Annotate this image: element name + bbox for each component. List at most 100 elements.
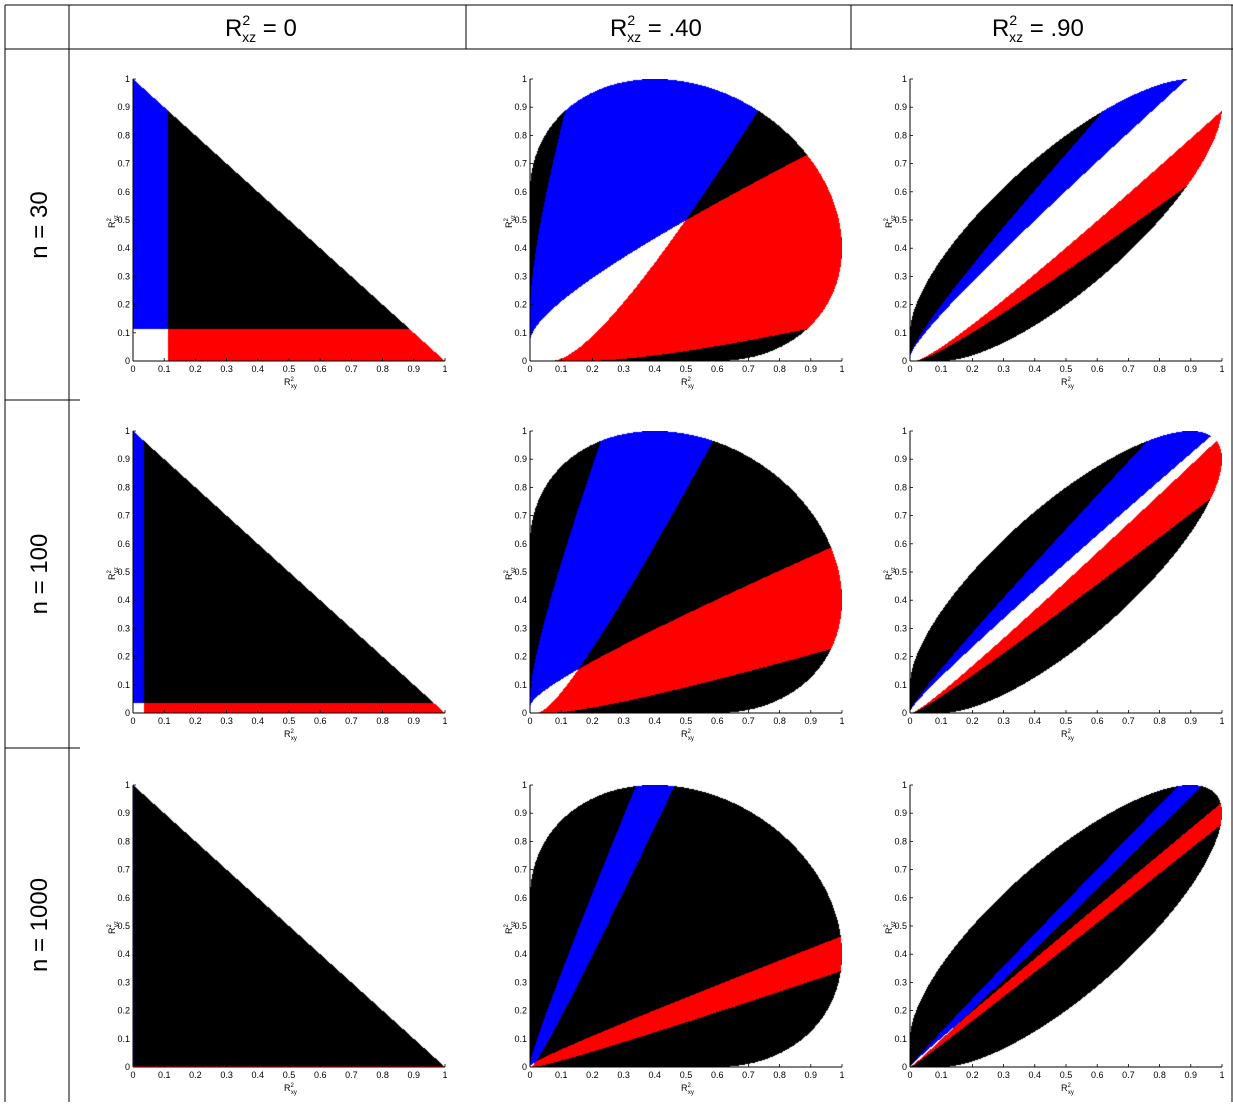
panel-3: 00 0.1 0.1 0.2 0.2 0.3 0.3 0.4 0.4 0.5 0.5 0.6 0.6 0.… [107,426,448,742]
panel-3-xtick-label-1: 0.1 [158,716,171,726]
panel-5-xtick-label-9: 0.9 [1185,716,1198,726]
panel-2-xtick-label-6: 0.6 [1091,364,1104,374]
panel-4-ytick-label-0: 0 [522,708,527,718]
panel-2-xtick-label-2: 0.2 [966,364,979,374]
panel-3-xtick-label-0: 0 [130,716,135,726]
panel-4-region-map [530,431,842,713]
panel-0-ytick-label-4: 0.4 [117,243,130,253]
panel-0-xtick-label-6: 0.6 [314,364,327,374]
row-header-2: n = 1000 [26,878,53,972]
panel-4-ytick-label-3: 0.3 [514,623,527,633]
panel-0-ytick-label-1: 0.1 [117,328,130,338]
panel-0-xtick-label-8: 0.8 [376,364,389,374]
panel-1-xtick-label-6: 0.6 [711,364,724,374]
panel-7-ytick-label-3: 0.3 [514,977,527,987]
panel-7-xtick-label-3: 0.3 [617,1070,630,1080]
panel-8-ylabel: R2yz [884,921,897,934]
panel-6-xtick-label-7: 0.7 [345,1070,358,1080]
panel-3-region-map [133,431,445,713]
panel-2-region-map [910,79,1222,361]
panel-2-xtick-label-1: 0.1 [935,364,948,374]
panel-3-ylabel: R2yz [107,567,120,580]
panel-8-xtick-label-9: 0.9 [1185,1070,1198,1080]
panel-2-ylabel: R2yz [884,215,897,228]
panel-0-ytick-label-10: 1 [125,74,130,84]
panel-3-xtick-label-2: 0.2 [189,716,202,726]
panel-4-ytick-label-9: 0.9 [514,454,527,464]
panel-6-xtick-label-8: 0.8 [376,1070,389,1080]
panel-8-xtick-label-7: 0.7 [1122,1070,1135,1080]
panel-1-ytick-label-9: 0.9 [514,102,527,112]
panel-3-ytick-label-6: 0.6 [117,539,130,549]
panel-0-xtick-label-5: 0.5 [283,364,296,374]
panel-6-xtick-label-1: 0.1 [158,1070,171,1080]
col-header-2: R2 xz = .90 [992,12,1084,45]
panel-1-xtick-label-0: 0 [527,364,532,374]
panel-3-xtick-label-10: 1 [442,716,447,726]
panel-2-ytick-label-1: 0.1 [894,328,907,338]
panel-8-ytick-label-5: 0.5 [894,921,907,931]
panel-1-xtick-label-2: 0.2 [586,364,599,374]
panel-8-xtick-label-1: 0.1 [935,1070,948,1080]
panel-2-ytick-label-9: 0.9 [894,102,907,112]
panel-0-ytick-label-0: 0 [125,356,130,366]
panel-0: 00 0.1 0.1 0.2 0.2 0.3 0.3 0.4 0.4 0.5 0.5 0.6 0.6 0.… [107,74,448,390]
panel-7-xtick-label-10: 1 [839,1070,844,1080]
panel-1-xtick-label-3: 0.3 [617,364,630,374]
panel-6-ytick-label-10: 1 [125,780,130,790]
panel-6-region-map [133,785,445,1067]
panel-0-xtick-label-3: 0.3 [220,364,233,374]
panel-3-xtick-label-4: 0.4 [252,716,265,726]
panel-7-ytick-label-5: 0.5 [514,921,527,931]
chart-panels: 000.10.10.20.20.30.30.40.40.50.50.60.60.… [107,74,1225,1096]
panel-1: 00 0.1 0.1 0.2 0.2 0.3 0.3 0.4 0.4 0.5 0.5 0.6 0.6 0.… [504,74,845,390]
panel-6-ytick-label-7: 0.7 [117,865,130,875]
panel-8-xtick-label-8: 0.8 [1153,1070,1166,1080]
panel-6-xtick-label-10: 1 [442,1070,447,1080]
column-headers: R2 xz = 0 R2 xz = .40 R2 xz = .90 [225,12,1084,45]
panel-4-xlabel: R2 xy [681,729,694,742]
panel-6-ytick-label-0: 0 [125,1062,130,1072]
panel-4-ytick-label-7: 0.7 [514,511,527,521]
panel-6-ytick-label-2: 0.2 [117,1006,130,1016]
panel-2-ytick-label-10: 1 [902,74,907,84]
panel-5-xtick-label-3: 0.3 [997,716,1010,726]
panel-5-xtick-label-0: 0 [907,716,912,726]
panel-4-xtick-label-1: 0.1 [555,716,568,726]
panel-1-ytick-label-5: 0.5 [514,215,527,225]
panel-7-xtick-label-1: 0.1 [555,1070,568,1080]
panel-2-ytick-label-4: 0.4 [894,243,907,253]
panel-0-xtick-label-0: 0 [130,364,135,374]
panel-8-xtick-label-0: 0 [907,1070,912,1080]
panel-8-region-map [910,785,1222,1067]
panel-1-xtick-label-5: 0.5 [680,364,693,374]
panel-6-ytick-label-5: 0.5 [117,921,130,931]
panel-3-ytick-label-8: 0.8 [117,482,130,492]
panel-2-xlabel: R2 xy [1061,377,1074,390]
panel-5-xtick-label-6: 0.6 [1091,716,1104,726]
panel-5-ytick-label-4: 0.4 [894,595,907,605]
panel-5-ytick-label-10: 1 [902,426,907,436]
panel-7-ylabel: R2yz [504,921,517,934]
panel-1-xtick-label-1: 0.1 [555,364,568,374]
panel-7-ytick-label-7: 0.7 [514,865,527,875]
panel-5-xtick-label-4: 0.4 [1029,716,1042,726]
panel-2-xtick-label-7: 0.7 [1122,364,1135,374]
panel-1-ytick-label-4: 0.4 [514,243,527,253]
panel-3-xtick-label-7: 0.7 [345,716,358,726]
panel-0-xtick-label-9: 0.9 [408,364,421,374]
panel-3-ytick-label-5: 0.5 [117,567,130,577]
panel-2-ytick-label-2: 0.2 [894,300,907,310]
panel-6-ytick-label-6: 0.6 [117,893,130,903]
panel-4-ytick-label-2: 0.2 [514,652,527,662]
panel-4-ytick-label-1: 0.1 [514,680,527,690]
panel-8-xlabel: R2 xy [1061,1083,1074,1096]
panel-4-xtick-label-3: 0.3 [617,716,630,726]
panel-3-xtick-label-3: 0.3 [220,716,233,726]
panel-6-xlabel: R2 xy [284,1083,297,1096]
panel-0-ytick-label-3: 0.3 [117,271,130,281]
panel-7-xtick-label-6: 0.6 [711,1070,724,1080]
panel-2-ytick-label-7: 0.7 [894,159,907,169]
panel-5-xtick-label-5: 0.5 [1060,716,1073,726]
